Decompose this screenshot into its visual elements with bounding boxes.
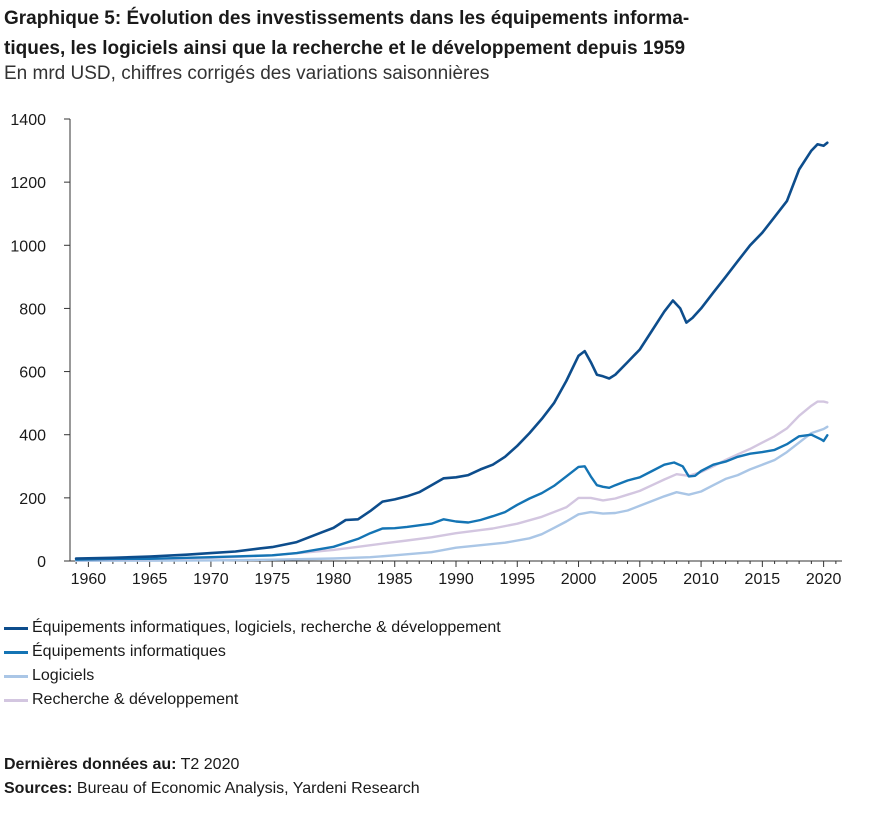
legend-label: Équipements informatiques	[32, 643, 226, 660]
chart-title-line-2: tiques, les logiciels ainsi que la reche…	[4, 38, 686, 59]
y-tick-label: 400	[19, 428, 46, 445]
x-tick-label: 1960	[71, 571, 107, 588]
legend-item-software: Logiciels	[4, 664, 501, 688]
legend-item-research-development: Recherche & développement	[4, 688, 501, 712]
chart-title-line-1: Graphique 5: Évolution des investissemen…	[4, 8, 690, 29]
legend-label: Recherche & développement	[32, 691, 239, 708]
y-axis: 0 200 400 600 800 1000 1200 1400	[10, 112, 71, 571]
x-tick-label: 1995	[499, 571, 535, 588]
series-line-2	[74, 425, 829, 562]
y-tick-label: 800	[19, 301, 46, 318]
series-line-1	[74, 433, 829, 561]
legend-item-computer-equipment: Équipements informatiques	[4, 640, 501, 664]
chart-title: Graphique 5: Évolution des investissemen…	[4, 4, 864, 64]
y-tick-label: 1200	[10, 175, 46, 192]
chart-subtitle: En mrd USD, chiffres corrigés des variat…	[4, 63, 490, 84]
x-tick-label: 1965	[132, 571, 168, 588]
sources-line: Sources: Bureau of Economic Analysis, Ya…	[4, 777, 420, 801]
last-data-value: T2 2020	[180, 756, 240, 773]
y-tick-label: 1400	[10, 112, 46, 129]
x-tick-label: 1970	[193, 571, 229, 588]
x-tick-label: 1990	[438, 571, 474, 588]
x-tick-label: 2020	[806, 571, 842, 588]
legend-swatch	[4, 650, 28, 654]
legend-label: Logiciels	[32, 667, 95, 684]
series-lines	[74, 141, 829, 562]
last-data-label: Dernières données au:	[4, 756, 177, 773]
series-line-3	[74, 400, 829, 562]
x-tick-label: 2000	[561, 571, 597, 588]
x-tick-label: 2015	[745, 571, 781, 588]
y-tick-label: 0	[37, 554, 46, 571]
x-axis: 1960 1965 1970 1975 1980 1985 1990 1995 2000 2005…	[70, 560, 842, 588]
y-tick-label: 200	[19, 491, 46, 508]
legend-swatch	[4, 626, 28, 630]
footer: Dernières données au: T2 2020 Sources: B…	[4, 753, 420, 801]
legend-swatch	[4, 674, 28, 678]
legend-swatch	[4, 698, 28, 702]
y-tick-label: 600	[19, 365, 46, 382]
x-tick-label: 1975	[254, 571, 290, 588]
x-tick-label: 1985	[377, 571, 413, 588]
y-tick-label: 1000	[10, 238, 46, 255]
series-line-0	[74, 141, 829, 560]
x-tick-label: 1980	[316, 571, 352, 588]
legend-label: Équipements informatiques, logiciels, re…	[32, 619, 501, 636]
last-data-line: Dernières données au: T2 2020	[4, 753, 420, 777]
sources-value: Bureau of Economic Analysis, Yardeni Res…	[76, 780, 420, 797]
sources-label: Sources:	[4, 780, 73, 797]
legend-item-total: Équipements informatiques, logiciels, re…	[4, 616, 501, 640]
legend: Équipements informatiques, logiciels, re…	[4, 616, 501, 712]
x-tick-label: 2005	[622, 571, 658, 588]
x-tick-label: 2010	[683, 571, 719, 588]
